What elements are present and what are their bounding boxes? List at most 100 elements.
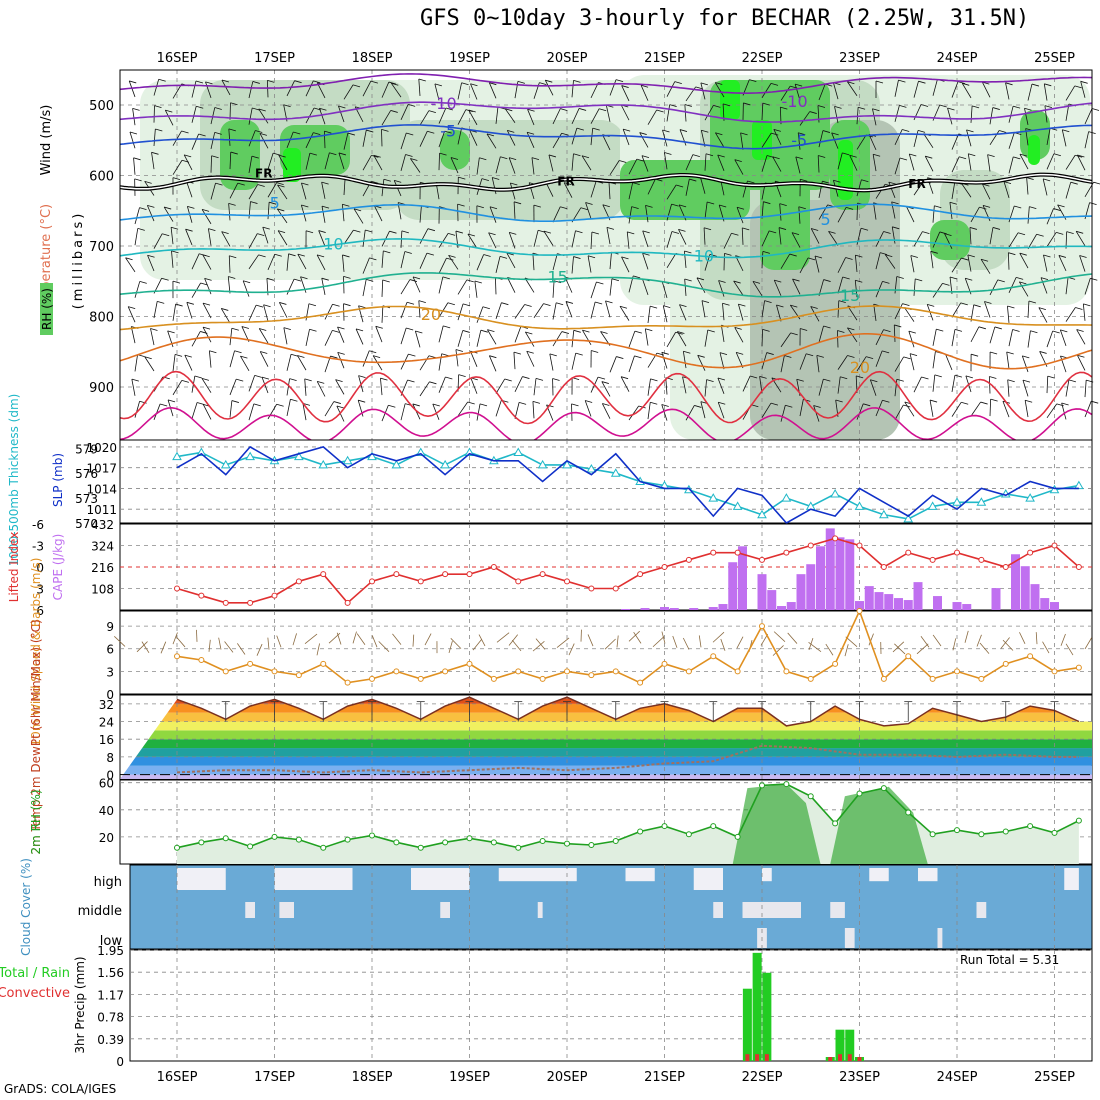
upper-wind-barb-flag [798, 206, 806, 210]
upper-wind-barb-flag [553, 280, 562, 284]
upper-wind-barb-staff [700, 401, 706, 419]
upper-wind-barb-flag [405, 154, 413, 157]
upper-wind-barb-staff [210, 183, 216, 200]
upper-wind-barb [125, 257, 136, 273]
upper-wind-barb-flag [718, 280, 726, 283]
isotherm-label: -5 [440, 122, 456, 141]
upper-wind-barb-staff [639, 132, 649, 148]
upper-wind-barb-staff [527, 109, 535, 126]
upper-wind-barb-flag [251, 155, 259, 159]
upper-wind-barb-flag [679, 204, 687, 208]
upper-wind-barb-staff [875, 252, 881, 270]
upper-wind-barb [191, 402, 205, 419]
upper-wind-barb-staff [362, 229, 366, 247]
upper-wind-barb-staff [373, 155, 383, 171]
upper-wind-barb-flag [462, 303, 471, 307]
upper-wind-barb-staff [335, 379, 345, 395]
upper-wind-barb-flag [883, 329, 891, 333]
upper-wind-barb [661, 351, 669, 369]
upper-wind-barb [1061, 129, 1070, 147]
upper-wind-barb [970, 326, 987, 343]
upper-wind-barb [628, 355, 642, 373]
temp-minmax-bar [514, 701, 523, 722]
upper-wind-barb-flag [1079, 255, 1087, 258]
wind-speed-marker [369, 675, 375, 682]
upper-wind-barb [147, 205, 155, 222]
upper-wind-barb-staff [970, 105, 973, 123]
surface-wind-barb [1019, 632, 1026, 644]
upper-wind-barb-staff [872, 154, 877, 172]
upper-wind-barb-staff [666, 332, 676, 348]
cape-bar [806, 564, 816, 610]
upper-wind-barb-flag [1007, 379, 1015, 383]
upper-wind-barb-flag [134, 178, 142, 182]
surface-wind-barb-staff [1042, 641, 1050, 654]
lifted-index-marker [442, 571, 449, 578]
upper-wind-barb-staff [248, 304, 257, 321]
upper-wind-barb [170, 226, 179, 245]
thickness-tick-573: 573 [75, 492, 98, 506]
upper-wind-barb-staff [184, 354, 193, 371]
surface-wind-barb [114, 636, 126, 647]
upper-wind-barb-flag [992, 227, 1001, 230]
upper-wind-barb [704, 105, 721, 121]
surface-wind-barb [160, 641, 167, 654]
upper-wind-barb-flag [383, 250, 391, 254]
upper-wind-barb [605, 300, 613, 318]
cape-tick-324: 324 [91, 540, 114, 554]
upper-wind-barb-staff [679, 129, 687, 146]
upper-wind-barb [913, 278, 923, 296]
upper-wind-barb-staff [208, 350, 212, 368]
upper-wind-barb-staff [513, 201, 516, 219]
upper-wind-barb-staff [438, 276, 444, 294]
upper-wind-barb-staff [581, 155, 592, 171]
upper-wind-barb-staff [847, 305, 858, 321]
upper-wind-barb [355, 328, 364, 345]
upper-wind-barb-flag [300, 276, 308, 280]
thickness-marker [1025, 493, 1035, 502]
upper-wind-barb-flag [1074, 85, 1082, 89]
upper-wind-barb [792, 278, 801, 295]
upper-wind-barb-staff [343, 132, 349, 150]
upper-wind-barb-flag [187, 205, 195, 209]
upper-wind-barb-staff [571, 353, 577, 370]
upper-wind-barb-staff [571, 330, 575, 348]
upper-wind-barb-flag [255, 130, 263, 133]
upper-wind-barb [982, 183, 991, 200]
upper-wind-barb-flag [701, 300, 710, 303]
upper-wind-barb-staff [495, 277, 497, 295]
upper-wind-barb-staff [305, 329, 310, 347]
cloud-level-low: low [100, 934, 123, 949]
upper-wind-barb-flag [383, 178, 391, 182]
upper-wind-barb-flag [855, 279, 863, 283]
upper-wind-barb-staff [704, 105, 714, 121]
upper-wind-barb-flag [883, 231, 891, 234]
upper-wind-barb-staff [153, 79, 160, 96]
upper-wind-barb-flag [641, 155, 650, 159]
upper-wind-barb-staff [888, 181, 896, 199]
upper-wind-barb [1019, 153, 1029, 170]
lifted-index-marker [588, 585, 595, 592]
upper-wind-barb-flag [1044, 105, 1053, 109]
upper-wind-barb-flag [277, 208, 285, 212]
li-tick-0: 0 [36, 561, 44, 575]
upper-wind-barb-flag [535, 377, 544, 381]
upper-wind-barb [714, 82, 725, 98]
upper-wind-barb [929, 399, 938, 417]
upper-wind-barb [741, 227, 750, 245]
upper-wind-barb-staff [761, 103, 764, 121]
upper-wind-barb-staff [628, 158, 638, 175]
upper-wind-barb-staff [506, 130, 516, 146]
upper-wind-barb-flag [1043, 178, 1051, 182]
surface-wind-barb-staff [736, 636, 744, 649]
upper-wind-barb [894, 129, 910, 146]
upper-wind-barb [685, 154, 700, 171]
upper-wind-barb-staff [362, 257, 370, 274]
upper-wind-barb-staff [609, 252, 612, 270]
upper-wind-barb-staff [514, 304, 525, 319]
upper-wind-barb-flag [780, 106, 788, 110]
surface-wind-barb [932, 634, 942, 647]
surface-wind-barb-staff [472, 639, 483, 651]
upper-wind-barb-staff [951, 375, 956, 392]
surface-wind-barb-staff [256, 643, 263, 656]
